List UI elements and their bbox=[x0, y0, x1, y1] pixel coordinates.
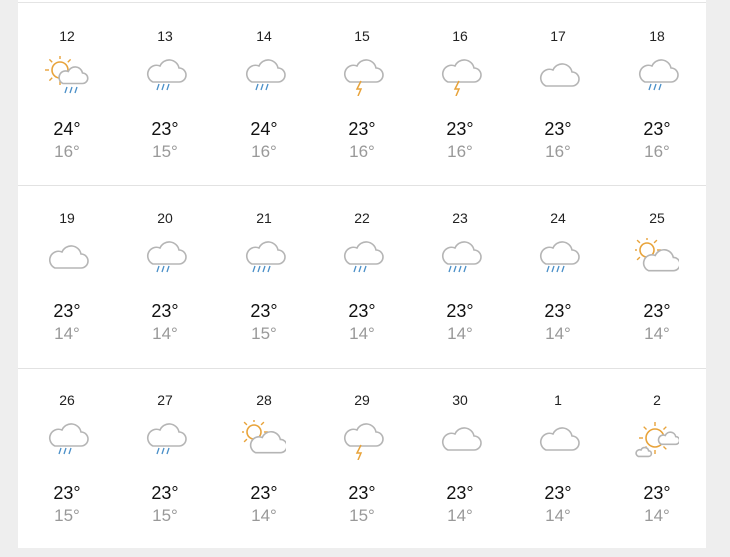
thunderstorm-icon bbox=[442, 59, 482, 96]
day-number: 26 bbox=[59, 392, 75, 408]
day-number: 16 bbox=[452, 28, 468, 44]
low-temperature: 14° bbox=[349, 324, 375, 343]
divider bbox=[18, 368, 706, 369]
high-temperature: 23° bbox=[446, 119, 474, 139]
thunderstorm-icon bbox=[344, 423, 384, 460]
day-number: 18 bbox=[649, 28, 665, 44]
low-temperature: 15° bbox=[349, 506, 375, 525]
high-temperature: 23° bbox=[151, 119, 179, 139]
low-temperature: 14° bbox=[447, 324, 473, 343]
high-temperature: 23° bbox=[151, 483, 179, 503]
cloud-heavy-rain-icon bbox=[540, 241, 580, 273]
high-temperature: 23° bbox=[544, 483, 572, 503]
day-number: 21 bbox=[256, 210, 272, 226]
cloud-rain-icon bbox=[49, 423, 89, 455]
low-temperature: 14° bbox=[545, 324, 571, 343]
day-number: 14 bbox=[256, 28, 272, 44]
day-number: 15 bbox=[354, 28, 370, 44]
high-temperature: 24° bbox=[250, 119, 278, 139]
high-temperature: 23° bbox=[348, 119, 376, 139]
low-temperature: 16° bbox=[545, 142, 571, 161]
day-number: 24 bbox=[550, 210, 566, 226]
low-temperature: 15° bbox=[152, 142, 178, 161]
cloud-rain-icon bbox=[147, 59, 187, 91]
high-temperature: 23° bbox=[446, 301, 474, 321]
day-number: 25 bbox=[649, 210, 665, 226]
low-temperature: 14° bbox=[447, 506, 473, 525]
low-temperature: 16° bbox=[644, 142, 670, 161]
low-temperature: 16° bbox=[447, 142, 473, 161]
low-temperature: 14° bbox=[545, 506, 571, 525]
high-temperature: 23° bbox=[643, 301, 671, 321]
low-temperature: 14° bbox=[644, 506, 670, 525]
day-number: 17 bbox=[550, 28, 566, 44]
day-number: 12 bbox=[59, 28, 75, 44]
cloud-icon bbox=[540, 63, 580, 87]
day-number: 20 bbox=[157, 210, 173, 226]
low-temperature: 16° bbox=[349, 142, 375, 161]
day-number: 22 bbox=[354, 210, 370, 226]
high-temperature: 23° bbox=[151, 301, 179, 321]
low-temperature: 14° bbox=[152, 324, 178, 343]
day-number: 1 bbox=[554, 392, 562, 408]
cloud-icon bbox=[49, 245, 89, 269]
cloud-rain-icon bbox=[147, 423, 187, 455]
day-number: 2 bbox=[653, 392, 661, 408]
low-temperature: 14° bbox=[54, 324, 80, 343]
day-number: 19 bbox=[59, 210, 75, 226]
divider bbox=[18, 185, 706, 186]
cloud-icon bbox=[540, 427, 580, 451]
divider bbox=[18, 2, 706, 3]
low-temperature: 15° bbox=[152, 506, 178, 525]
high-temperature: 23° bbox=[544, 301, 572, 321]
high-temperature: 23° bbox=[643, 119, 671, 139]
low-temperature: 14° bbox=[251, 506, 277, 525]
high-temperature: 23° bbox=[446, 483, 474, 503]
day-number: 28 bbox=[256, 392, 272, 408]
day-number: 23 bbox=[452, 210, 468, 226]
day-number: 29 bbox=[354, 392, 370, 408]
day-number: 13 bbox=[157, 28, 173, 44]
sun-cloud-rain-icon bbox=[45, 56, 89, 94]
cloud-icon bbox=[442, 427, 482, 451]
day-number: 27 bbox=[157, 392, 173, 408]
high-temperature: 23° bbox=[250, 483, 278, 503]
low-temperature: 15° bbox=[54, 506, 80, 525]
high-temperature: 23° bbox=[348, 483, 376, 503]
high-temperature: 23° bbox=[643, 483, 671, 503]
cloud-rain-icon bbox=[639, 59, 679, 91]
cloud-rain-icon bbox=[344, 241, 384, 273]
mostly-sunny-icon bbox=[635, 422, 679, 458]
low-temperature: 16° bbox=[54, 142, 80, 161]
high-temperature: 23° bbox=[250, 301, 278, 321]
high-temperature: 23° bbox=[348, 301, 376, 321]
cloud-rain-icon bbox=[147, 241, 187, 273]
thunderstorm-icon bbox=[344, 59, 384, 96]
sun-behind-cloud-icon bbox=[242, 420, 286, 454]
day-number: 30 bbox=[452, 392, 468, 408]
high-temperature: 23° bbox=[53, 301, 81, 321]
cloud-heavy-rain-icon bbox=[442, 241, 482, 273]
low-temperature: 16° bbox=[251, 142, 277, 161]
cloud-heavy-rain-icon bbox=[246, 241, 286, 273]
forecast-card bbox=[18, 0, 706, 548]
high-temperature: 24° bbox=[53, 119, 81, 139]
low-temperature: 14° bbox=[644, 324, 670, 343]
sun-behind-cloud-icon bbox=[635, 238, 679, 272]
high-temperature: 23° bbox=[544, 119, 572, 139]
low-temperature: 15° bbox=[251, 324, 277, 343]
high-temperature: 23° bbox=[53, 483, 81, 503]
cloud-rain-icon bbox=[246, 59, 286, 91]
